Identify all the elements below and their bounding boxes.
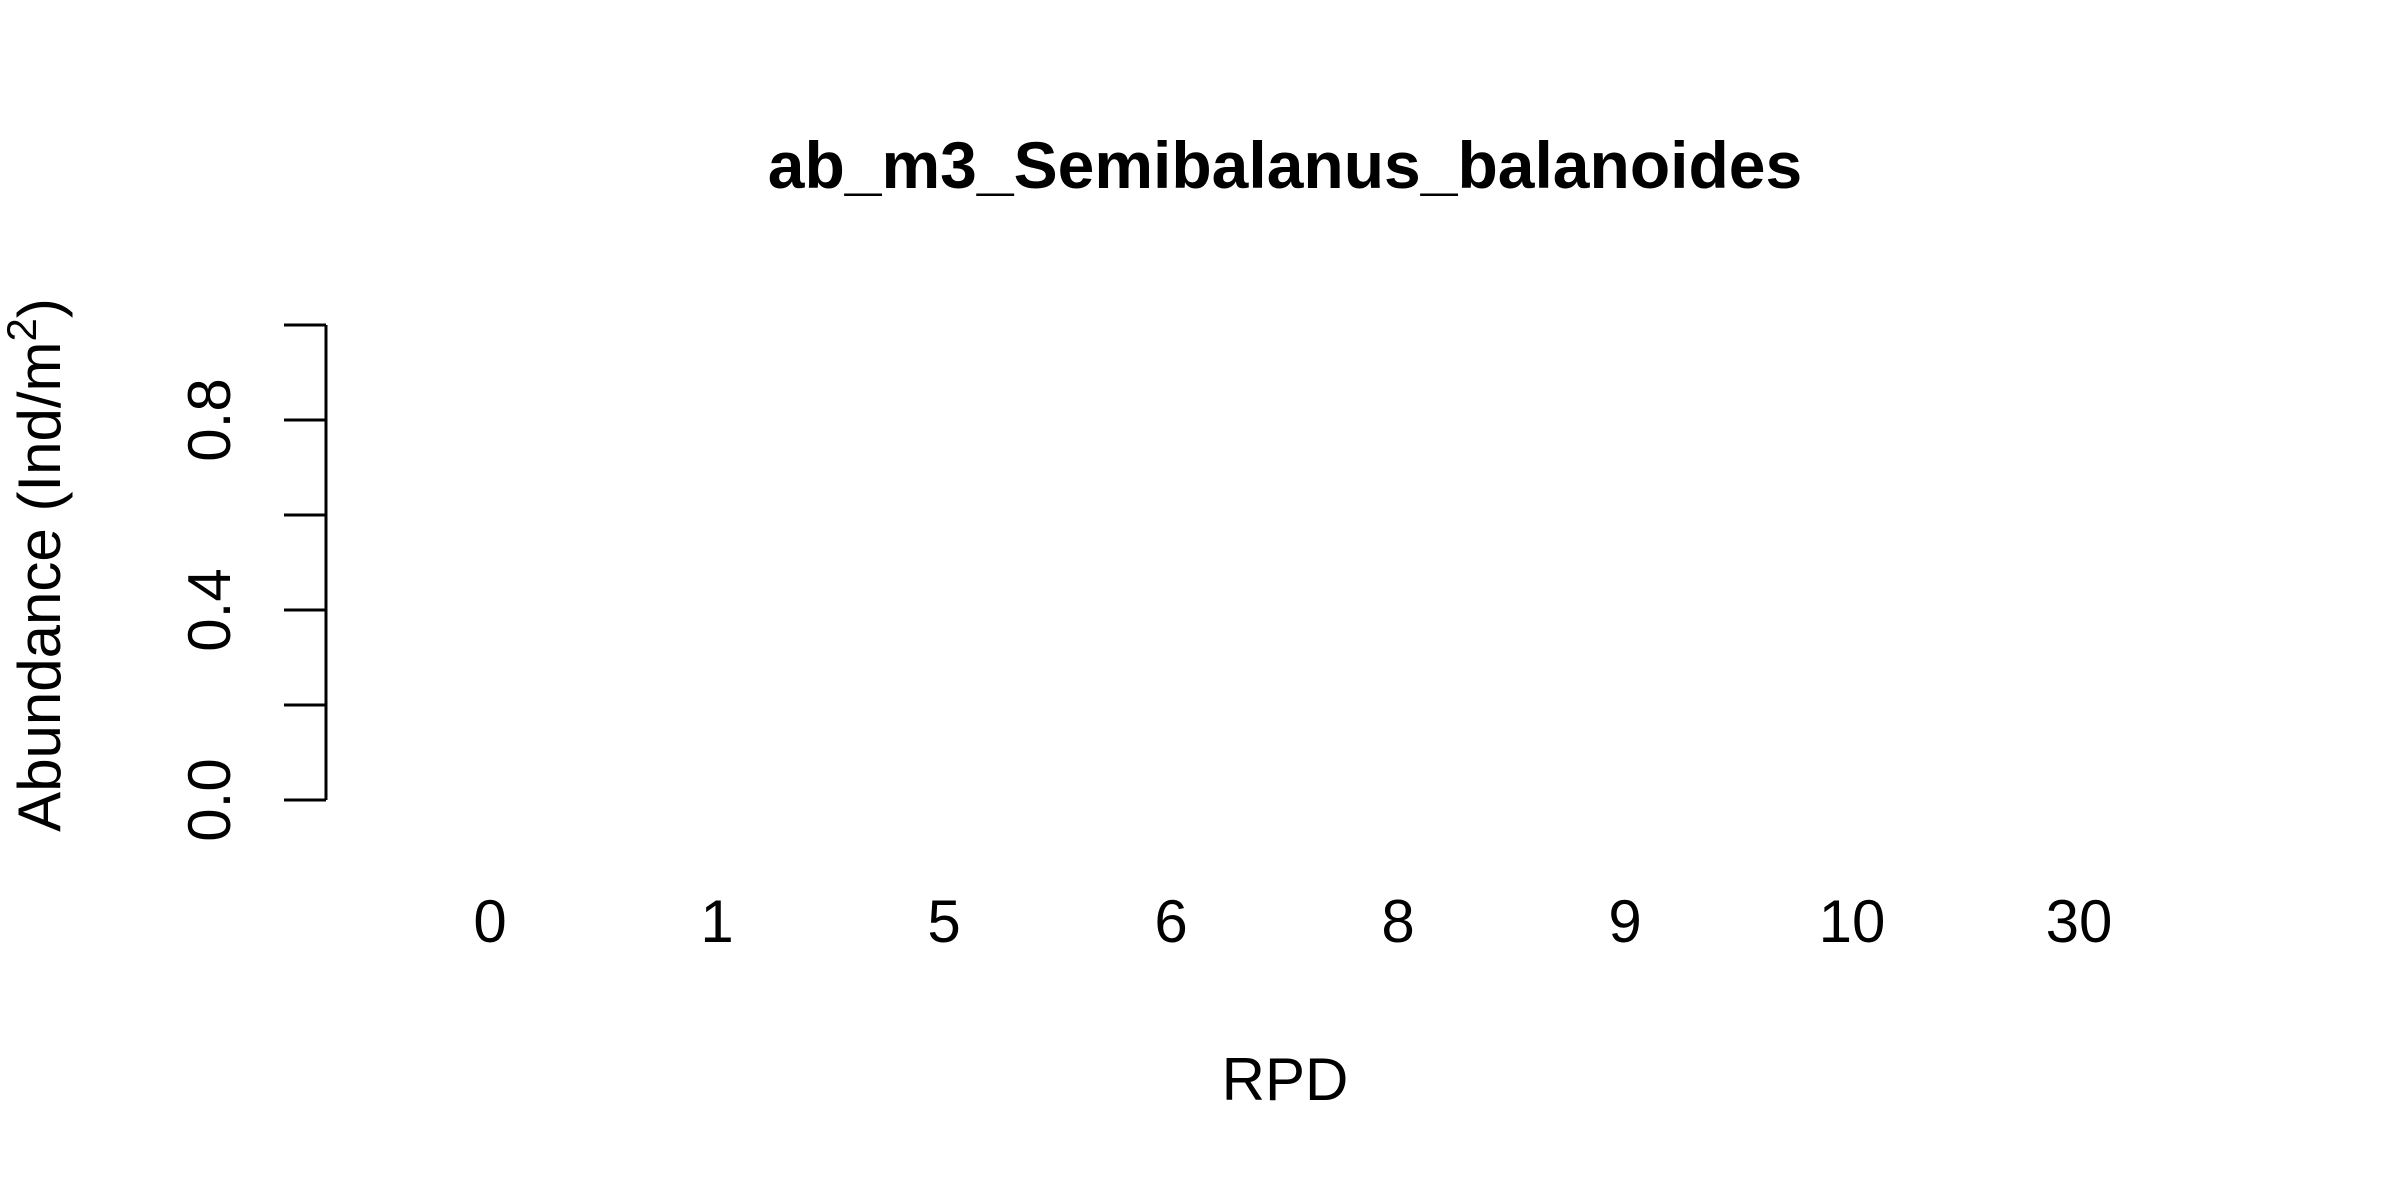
x-tick-label: 1 xyxy=(700,888,733,955)
y-axis-label-close: ) xyxy=(6,298,73,318)
x-tick-label: 8 xyxy=(1381,888,1414,955)
y-tick-label: 0.8 xyxy=(176,378,243,461)
x-axis-label: RPD xyxy=(1222,1046,1349,1113)
y-tick-label: 0.4 xyxy=(176,568,243,651)
y-axis: 0.0 0.4 0.8 xyxy=(176,323,328,842)
x-tick-label: 0 xyxy=(473,888,506,955)
y-axis-label: Abundance (Ind/m2) xyxy=(0,298,73,832)
x-tick-label: 6 xyxy=(1154,888,1187,955)
y-axis-label-superscript: 2 xyxy=(0,318,45,341)
y-tick-labels: 0.0 0.4 0.8 xyxy=(176,378,243,841)
y-axis-label-text: Abundance (Ind/m xyxy=(6,342,73,832)
x-tick-label: 10 xyxy=(1819,888,1886,955)
y-tick-label: 0.0 xyxy=(176,758,243,841)
x-tick-label: 30 xyxy=(2046,888,2113,955)
x-tick-labels: 0 1 5 6 8 9 10 30 xyxy=(473,888,2112,955)
chart-title: ab_m3_Semibalanus_balanoides xyxy=(768,128,1802,202)
x-tick-label: 9 xyxy=(1608,888,1641,955)
y-ticks xyxy=(284,323,326,802)
x-tick-label: 5 xyxy=(927,888,960,955)
